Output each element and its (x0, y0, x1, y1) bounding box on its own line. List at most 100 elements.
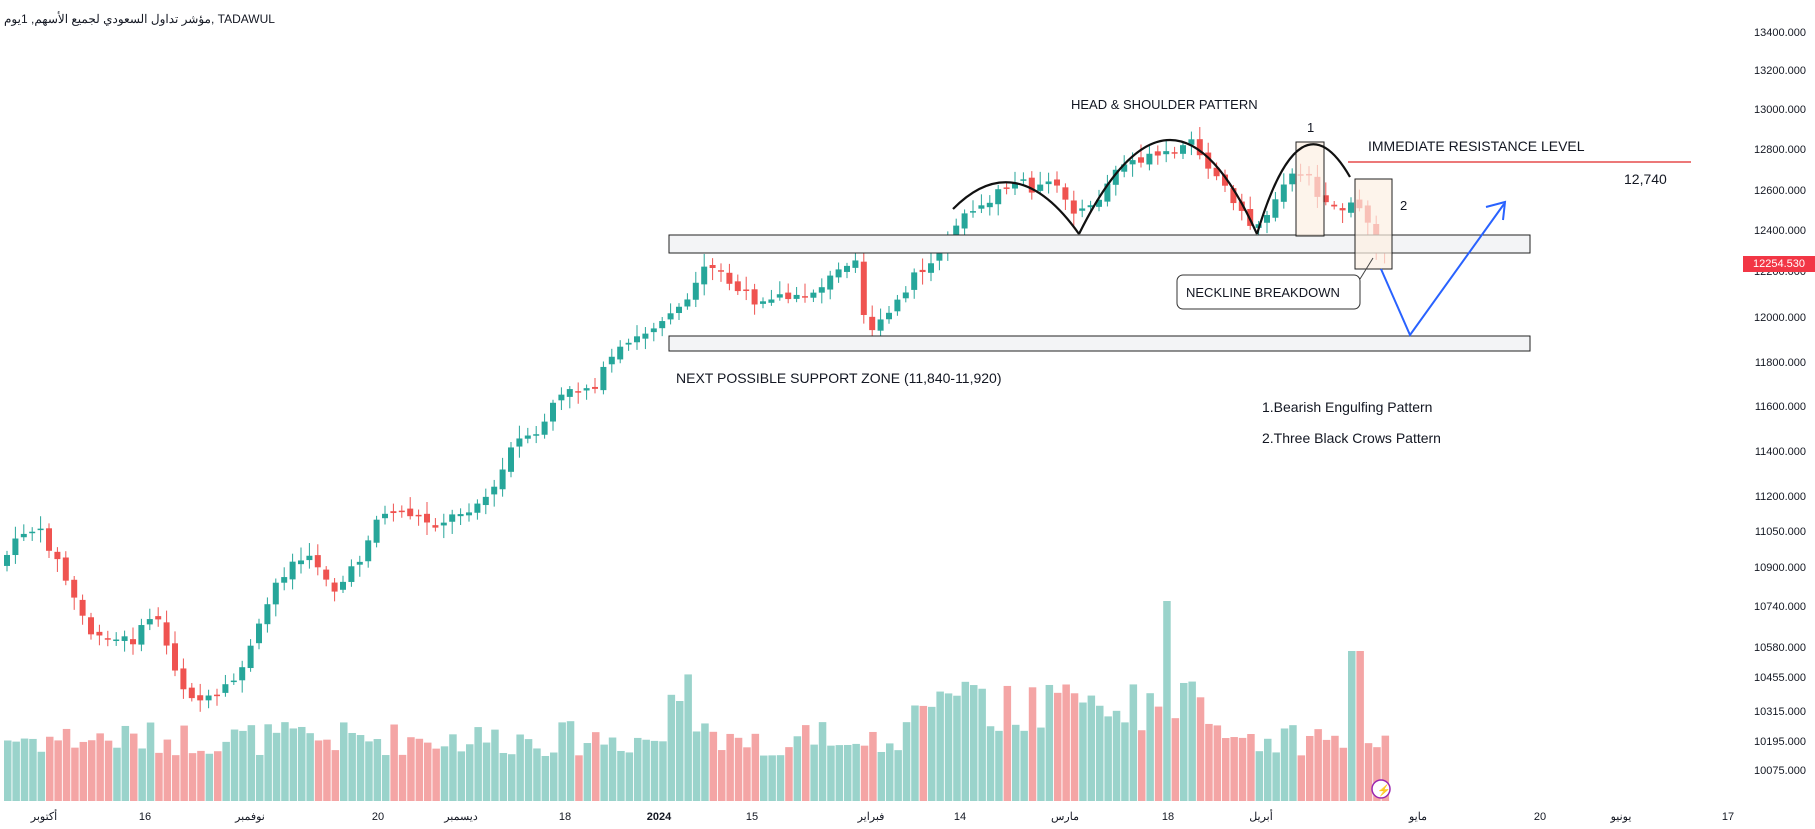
candle-body (1070, 200, 1077, 214)
volume-bar (230, 729, 239, 801)
price-axis-label: 11600.000 (1755, 401, 1806, 413)
candle-body (600, 366, 607, 391)
candle-body (1146, 153, 1153, 165)
candle-body (667, 313, 674, 320)
candle-body (1096, 199, 1102, 207)
candle-body (146, 619, 153, 625)
head-shoulder-label: HEAD & SHOULDER PATTERN (1071, 97, 1258, 112)
candle-body (415, 514, 422, 517)
candle-body (1138, 157, 1144, 163)
volume-bar (1255, 751, 1264, 801)
volume-bar (608, 737, 617, 801)
candle-body (1339, 208, 1346, 211)
candle-body (1289, 173, 1296, 185)
candle-body (902, 292, 909, 299)
volume-bar (180, 725, 188, 801)
candle-body (760, 301, 766, 304)
candle-body (1331, 204, 1338, 207)
volume-bar (953, 695, 961, 801)
volume-bar (835, 745, 844, 801)
volume-bar (1096, 705, 1104, 801)
neckline-callout (1176, 274, 1361, 310)
candle-body (1322, 195, 1329, 203)
candle-body (298, 560, 304, 565)
volume-bar (298, 726, 306, 801)
volume-bar (936, 691, 944, 801)
left-shoulder-arc (952, 181, 1080, 235)
candle-body (37, 528, 44, 531)
volume-bar (1364, 743, 1373, 801)
candle-body (550, 402, 556, 422)
candle-body (676, 306, 682, 314)
candle-body (264, 604, 271, 625)
volume-bar (818, 722, 827, 801)
candle-body (306, 555, 313, 561)
price-axis-label: 10075.000 (1754, 765, 1806, 777)
candle-body (743, 289, 750, 292)
candle-body (726, 272, 733, 284)
volume-bar (776, 755, 785, 801)
lightning-glyph: ⚡ (1377, 784, 1391, 797)
volume-bar (272, 732, 281, 801)
candle-body (642, 333, 649, 339)
candle-body (524, 435, 531, 439)
time-axis-label: مايو (1408, 811, 1427, 823)
volume-bar (802, 725, 810, 801)
candle-body (734, 281, 741, 292)
lightning-icon[interactable] (1371, 779, 1391, 799)
volume-bar (1028, 687, 1037, 801)
marker-2-label: 2 (1400, 198, 1407, 213)
candle-body (911, 272, 918, 290)
volume-bar (256, 754, 264, 801)
volume-bar (541, 755, 550, 801)
volume-bar (516, 734, 524, 801)
candle-body (793, 294, 800, 299)
volume-bar (398, 754, 407, 801)
support-zone-label: NEXT POSSIBLE SUPPORT ZONE (11,840-11,92… (676, 370, 1002, 386)
candle-body (12, 538, 19, 556)
volume-bar (793, 736, 802, 801)
candle-body (365, 540, 372, 562)
candle-body (785, 292, 792, 300)
candle-body (113, 639, 120, 642)
price-axis-label: 13400.000 (1754, 27, 1806, 39)
candle-body (474, 503, 481, 513)
candle-body (239, 667, 246, 681)
time-axis-label: 15 (746, 811, 758, 823)
price-axis-label: 10580.000 (1754, 642, 1806, 654)
volume-bar (46, 736, 54, 801)
volume-bar (474, 727, 482, 801)
volume-bar (844, 744, 852, 801)
volume-bar (1381, 735, 1390, 801)
volume-bar (79, 741, 88, 801)
candle-body (172, 643, 178, 671)
price-axis-label: 11050.000 (1755, 526, 1806, 538)
time-axis-label: نوفمبر (234, 811, 265, 823)
volume-bar (482, 742, 491, 801)
candle-body (79, 599, 86, 616)
volume-bar (1264, 738, 1272, 801)
candle-body (457, 514, 464, 517)
candle-body (398, 510, 405, 513)
volume-bar (575, 755, 583, 801)
volume-bar (440, 746, 449, 801)
volume-bar (1012, 724, 1020, 801)
candle-body (356, 561, 363, 565)
volume-bar (1272, 752, 1280, 801)
volume-bar (810, 744, 818, 801)
candle-body (340, 581, 346, 590)
volume-bar (1104, 716, 1112, 801)
candle-body (197, 695, 204, 701)
price-axis-label: 10455.000 (1754, 672, 1806, 684)
candle-body (1180, 145, 1186, 154)
candle-body (96, 631, 103, 636)
pattern-box-2 (1354, 178, 1393, 270)
volume-bar (1222, 738, 1230, 801)
volume-bar (1054, 692, 1062, 801)
candle-body (188, 687, 195, 699)
candle-body (709, 265, 716, 269)
volume-bar (1348, 651, 1356, 801)
volume-bar (1163, 601, 1171, 801)
